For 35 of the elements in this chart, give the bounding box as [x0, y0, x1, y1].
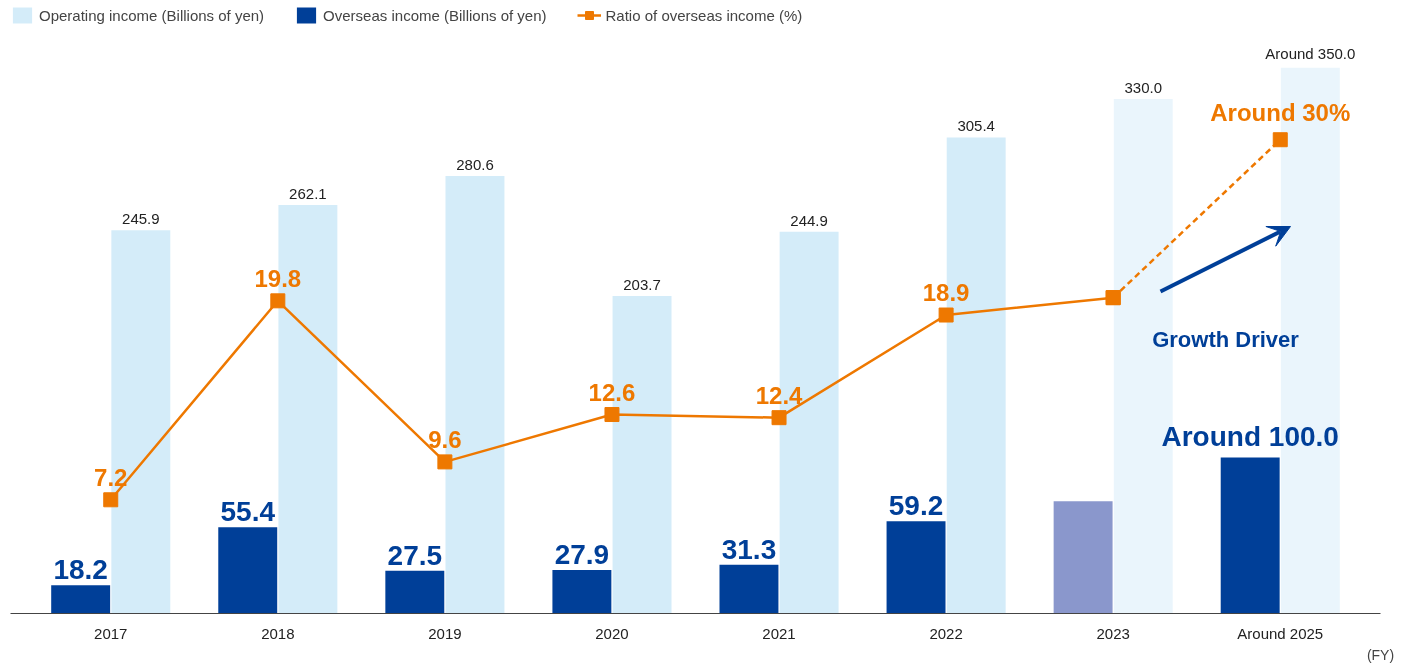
x-tick-label: 2020: [595, 624, 629, 642]
data-label: 12.4: [755, 381, 804, 409]
data-label: 19.8: [254, 264, 302, 292]
x-tick-label: 2022: [929, 624, 963, 642]
data-label: 55.4: [220, 496, 276, 528]
data-label: 27.9: [554, 539, 610, 570]
data-label: 31.3: [721, 533, 777, 565]
data-label: Around 350.0: [1265, 44, 1356, 62]
legend-label: Ratio of overseas income (%): [605, 6, 803, 24]
x-tick-label: 2018: [261, 624, 295, 642]
data-label: 203.7: [623, 275, 661, 293]
x-tick-label: 2019: [428, 624, 462, 642]
data-label: 262.1: [289, 184, 327, 202]
data-label: 18.2: [53, 554, 108, 586]
legend-label: Overseas income (Billions of yen): [323, 6, 547, 24]
data-label: 27.5: [387, 539, 443, 571]
x-axis-title: (FY): [1366, 646, 1395, 663]
data-label: 9.6: [428, 425, 462, 453]
data-label: Around 30%: [1210, 98, 1351, 126]
data-label: 59.2: [888, 490, 944, 522]
data-label: 280.6: [456, 156, 494, 174]
data-label: 244.9: [790, 211, 828, 229]
data-label: 12.6: [588, 378, 636, 406]
data-label: 245.9: [122, 210, 160, 228]
x-tick-label: Around 2025: [1237, 624, 1324, 642]
x-tick-label: 2023: [1096, 624, 1130, 642]
data-label: 305.4: [957, 117, 995, 135]
data-label: 18.9: [922, 279, 970, 307]
data-label: 330.0: [1124, 79, 1163, 97]
x-tick-label: 2017: [94, 624, 128, 642]
data-label: 7.2: [94, 463, 128, 491]
annotation: Growth Driver: [1152, 326, 1300, 352]
legend-label: Operating income (Billions of yen): [39, 6, 265, 24]
x-tick-label: 2021: [762, 624, 796, 642]
data-label: Around 100.0: [1161, 420, 1339, 452]
